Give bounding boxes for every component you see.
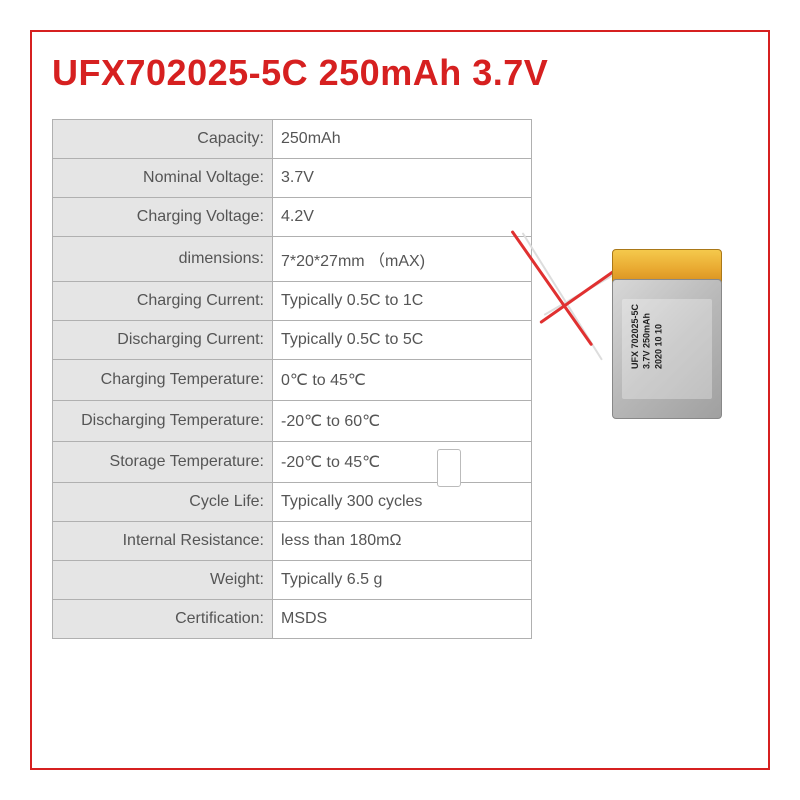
spec-label: Cycle Life: <box>53 483 273 522</box>
spec-label: Certification: <box>53 600 273 639</box>
spec-label: Discharging Current: <box>53 321 273 360</box>
table-row: Discharging Current:Typically 0.5C to 5C <box>53 321 532 360</box>
spec-label: Capacity: <box>53 120 273 159</box>
battery-image-area: UFX 702025-5C 3.7V 250mAh 2020 10 10 <box>552 119 748 639</box>
spec-label: Discharging Temperature: <box>53 401 273 442</box>
spec-value: -20℃ to 45℃ <box>273 442 532 483</box>
battery-rating: 3.7V 250mAh <box>642 313 652 369</box>
spec-value: 0℃ to 45℃ <box>273 360 532 401</box>
spec-label: Charging Current: <box>53 282 273 321</box>
product-title: UFX702025-5C 250mAh 3.7V <box>52 52 748 94</box>
spec-value: 7*20*27mm （mAX) <box>273 237 532 282</box>
table-row: Discharging Temperature:-20℃ to 60℃ <box>53 401 532 442</box>
spec-value: 4.2V <box>273 198 532 237</box>
spec-label: Charging Temperature: <box>53 360 273 401</box>
spec-table: Capacity:250mAhNominal Voltage:3.7VCharg… <box>52 119 532 639</box>
table-row: Cycle Life:Typically 300 cycles <box>53 483 532 522</box>
table-row: Charging Voltage:4.2V <box>53 198 532 237</box>
spec-label: Charging Voltage: <box>53 198 273 237</box>
spec-label: Weight: <box>53 561 273 600</box>
spec-value: Typically 0.5C to 1C <box>273 282 532 321</box>
table-row: Charging Current:Typically 0.5C to 1C <box>53 282 532 321</box>
spec-value: 250mAh <box>273 120 532 159</box>
table-row: dimensions:7*20*27mm （mAX) <box>53 237 532 282</box>
table-row: Capacity:250mAh <box>53 120 532 159</box>
spec-value: Typically 300 cycles <box>273 483 532 522</box>
spec-value: Typically 6.5 g <box>273 561 532 600</box>
spec-label: Internal Resistance: <box>53 522 273 561</box>
spec-value: Typically 0.5C to 5C <box>273 321 532 360</box>
wire-red <box>539 264 623 324</box>
table-row: Internal Resistance:less than 180mΩ <box>53 522 532 561</box>
spec-value: -20℃ to 60℃ <box>273 401 532 442</box>
spec-label: dimensions: <box>53 237 273 282</box>
spec-container: UFX702025-5C 250mAh 3.7V Capacity:250mAh… <box>30 30 770 770</box>
spec-label: Storage Temperature: <box>53 442 273 483</box>
spec-value: MSDS <box>273 600 532 639</box>
spec-label: Nominal Voltage: <box>53 159 273 198</box>
content-area: Capacity:250mAhNominal Voltage:3.7VCharg… <box>52 119 748 639</box>
battery-date: 2020 10 10 <box>653 324 663 369</box>
spec-value: less than 180mΩ <box>273 522 532 561</box>
spec-value: 3.7V <box>273 159 532 198</box>
battery-label-text: UFX 702025-5C 3.7V 250mAh 2020 10 10 <box>630 304 665 369</box>
table-row: Weight:Typically 6.5 g <box>53 561 532 600</box>
table-row: Certification:MSDS <box>53 600 532 639</box>
connector <box>437 449 461 487</box>
table-row: Charging Temperature:0℃ to 45℃ <box>53 360 532 401</box>
table-row: Nominal Voltage:3.7V <box>53 159 532 198</box>
battery-illustration: UFX 702025-5C 3.7V 250mAh 2020 10 10 <box>582 249 742 429</box>
battery-model: UFX 702025-5C <box>630 304 640 369</box>
